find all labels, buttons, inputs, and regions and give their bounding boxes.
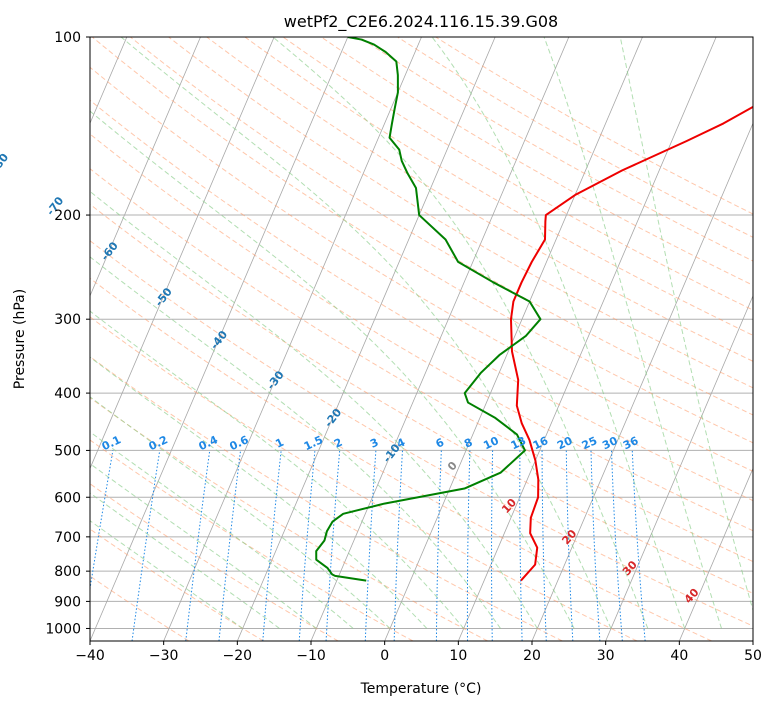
chart-title: wetPf2_C2E6.2024.116.15.39.G08 (284, 12, 558, 32)
dry-adiabat (90, 439, 414, 641)
mixing-ratio-line (435, 450, 442, 641)
dry-adiabat (206, 37, 753, 362)
mixing-ratio-label: 10 (481, 434, 501, 452)
y-tick-label: 900 (54, 594, 81, 610)
mixing-ratio-line (565, 450, 574, 641)
dry-adiabat (320, 37, 753, 286)
dry-adiabat-label: -80 (0, 151, 11, 175)
y-tick-label: 1000 (45, 621, 81, 637)
isotherm-gridline (90, 37, 275, 470)
mixing-ratio-line (218, 450, 242, 641)
moist-adiabat (90, 463, 317, 629)
dry-adiabat (90, 483, 339, 641)
moist-adiabat (90, 310, 465, 629)
y-axis-ticks: 100 200 300 400 500 600 700 800 900 1000 (45, 30, 90, 637)
dry-adiabat (90, 277, 712, 641)
moist-adiabat (90, 190, 538, 629)
mixing-ratio-label: 36 (621, 434, 641, 452)
mixing-ratio-line (185, 450, 211, 641)
mixing-ratio-line (262, 450, 282, 641)
moist-adiabat (619, 37, 753, 612)
isotherm-gridline (163, 37, 422, 641)
isotherm-gridline (90, 37, 201, 297)
mixing-ratio-line (610, 450, 623, 641)
dry-adiabat (90, 99, 753, 502)
moist-adiabat (272, 37, 649, 629)
isotherm-gridline (531, 122, 753, 641)
y-axis-label: Pressure (hPa) (12, 289, 28, 389)
temperature-profile-line (509, 105, 753, 582)
isotherm-gridline (236, 37, 496, 641)
mixing-ratio-line (298, 450, 316, 641)
y-tick-label: 300 (54, 312, 81, 328)
x-tick-label: −30 (149, 648, 179, 664)
y-tick-label: 400 (54, 386, 81, 402)
moist-adiabat (543, 37, 722, 629)
mixing-ratio-label: 13 (509, 434, 528, 452)
mixing-ratio-line (393, 450, 403, 641)
dry-adiabat (90, 133, 753, 532)
moist-adiabat (90, 110, 575, 629)
moist-adiabat (90, 356, 428, 629)
x-tick-label: −20 (223, 648, 253, 664)
dry-adiabat (244, 37, 753, 336)
moist-adiabat (90, 520, 243, 629)
y-tick-label: 700 (54, 530, 81, 546)
x-tick-label: 40 (670, 648, 688, 664)
mixing-ratio-line (590, 450, 601, 641)
y-tick-label: 500 (54, 443, 81, 459)
dry-adiabat (90, 528, 264, 641)
x-tick-label: 10 (449, 648, 467, 664)
mixing-ratio-line (466, 450, 471, 641)
mixing-ratio-line (541, 450, 547, 641)
moist-adiabat (90, 431, 354, 629)
x-tick-label: −40 (75, 648, 105, 664)
plot-frame (89, 36, 754, 642)
moist-adiabat (90, 256, 501, 629)
y-tick-label: 800 (54, 564, 81, 580)
mixing-ratio-line (631, 450, 646, 641)
isotherm-gridline (605, 294, 753, 641)
y-tick-label: 600 (54, 490, 81, 506)
dry-adiabat (359, 37, 753, 262)
dry-adiabat (90, 168, 753, 563)
x-tick-label: 20 (523, 648, 541, 664)
x-tick-label: 0 (380, 648, 389, 664)
mixing-ratio-line (325, 450, 341, 641)
series-layer (315, 37, 753, 582)
isotherm-gridline (678, 467, 753, 641)
mixing-ratio-line (131, 450, 161, 641)
moist-adiabat (90, 492, 280, 629)
x-axis-ticks: −40 −30 −20 −10 0 10 20 30 40 50 (75, 641, 762, 664)
x-tick-label: 30 (597, 648, 615, 664)
x-tick-label: −10 (296, 648, 326, 664)
mixing-ratio-label: 16 (531, 434, 551, 452)
isotherm-gridline (457, 37, 717, 641)
mixing-ratio-label: 25 (580, 434, 599, 452)
grid-layer (90, 37, 753, 641)
x-axis-label: Temperature (°C) (360, 681, 482, 697)
mixing-ratio-label: 30 (600, 434, 620, 452)
mixing-ratio-line (364, 450, 377, 641)
isotherm-gridline (384, 37, 643, 641)
mixing-ratio-label: 20 (555, 434, 575, 452)
isotherm-gridline (90, 37, 349, 641)
dry-adiabat (130, 37, 753, 416)
dewpoint-profile-line (315, 37, 542, 582)
moist-adiabat (90, 396, 391, 629)
mixing-ratio-line (491, 450, 494, 641)
dry-adiabat (90, 66, 753, 472)
x-tick-label: 50 (744, 648, 762, 664)
mixing-ratio-line (519, 450, 523, 641)
y-tick-label: 100 (54, 30, 81, 46)
dry-adiabat (90, 203, 753, 594)
dry-adiabat (90, 240, 753, 627)
moist-adiabat (431, 37, 686, 629)
y-tick-label: 200 (54, 208, 81, 224)
